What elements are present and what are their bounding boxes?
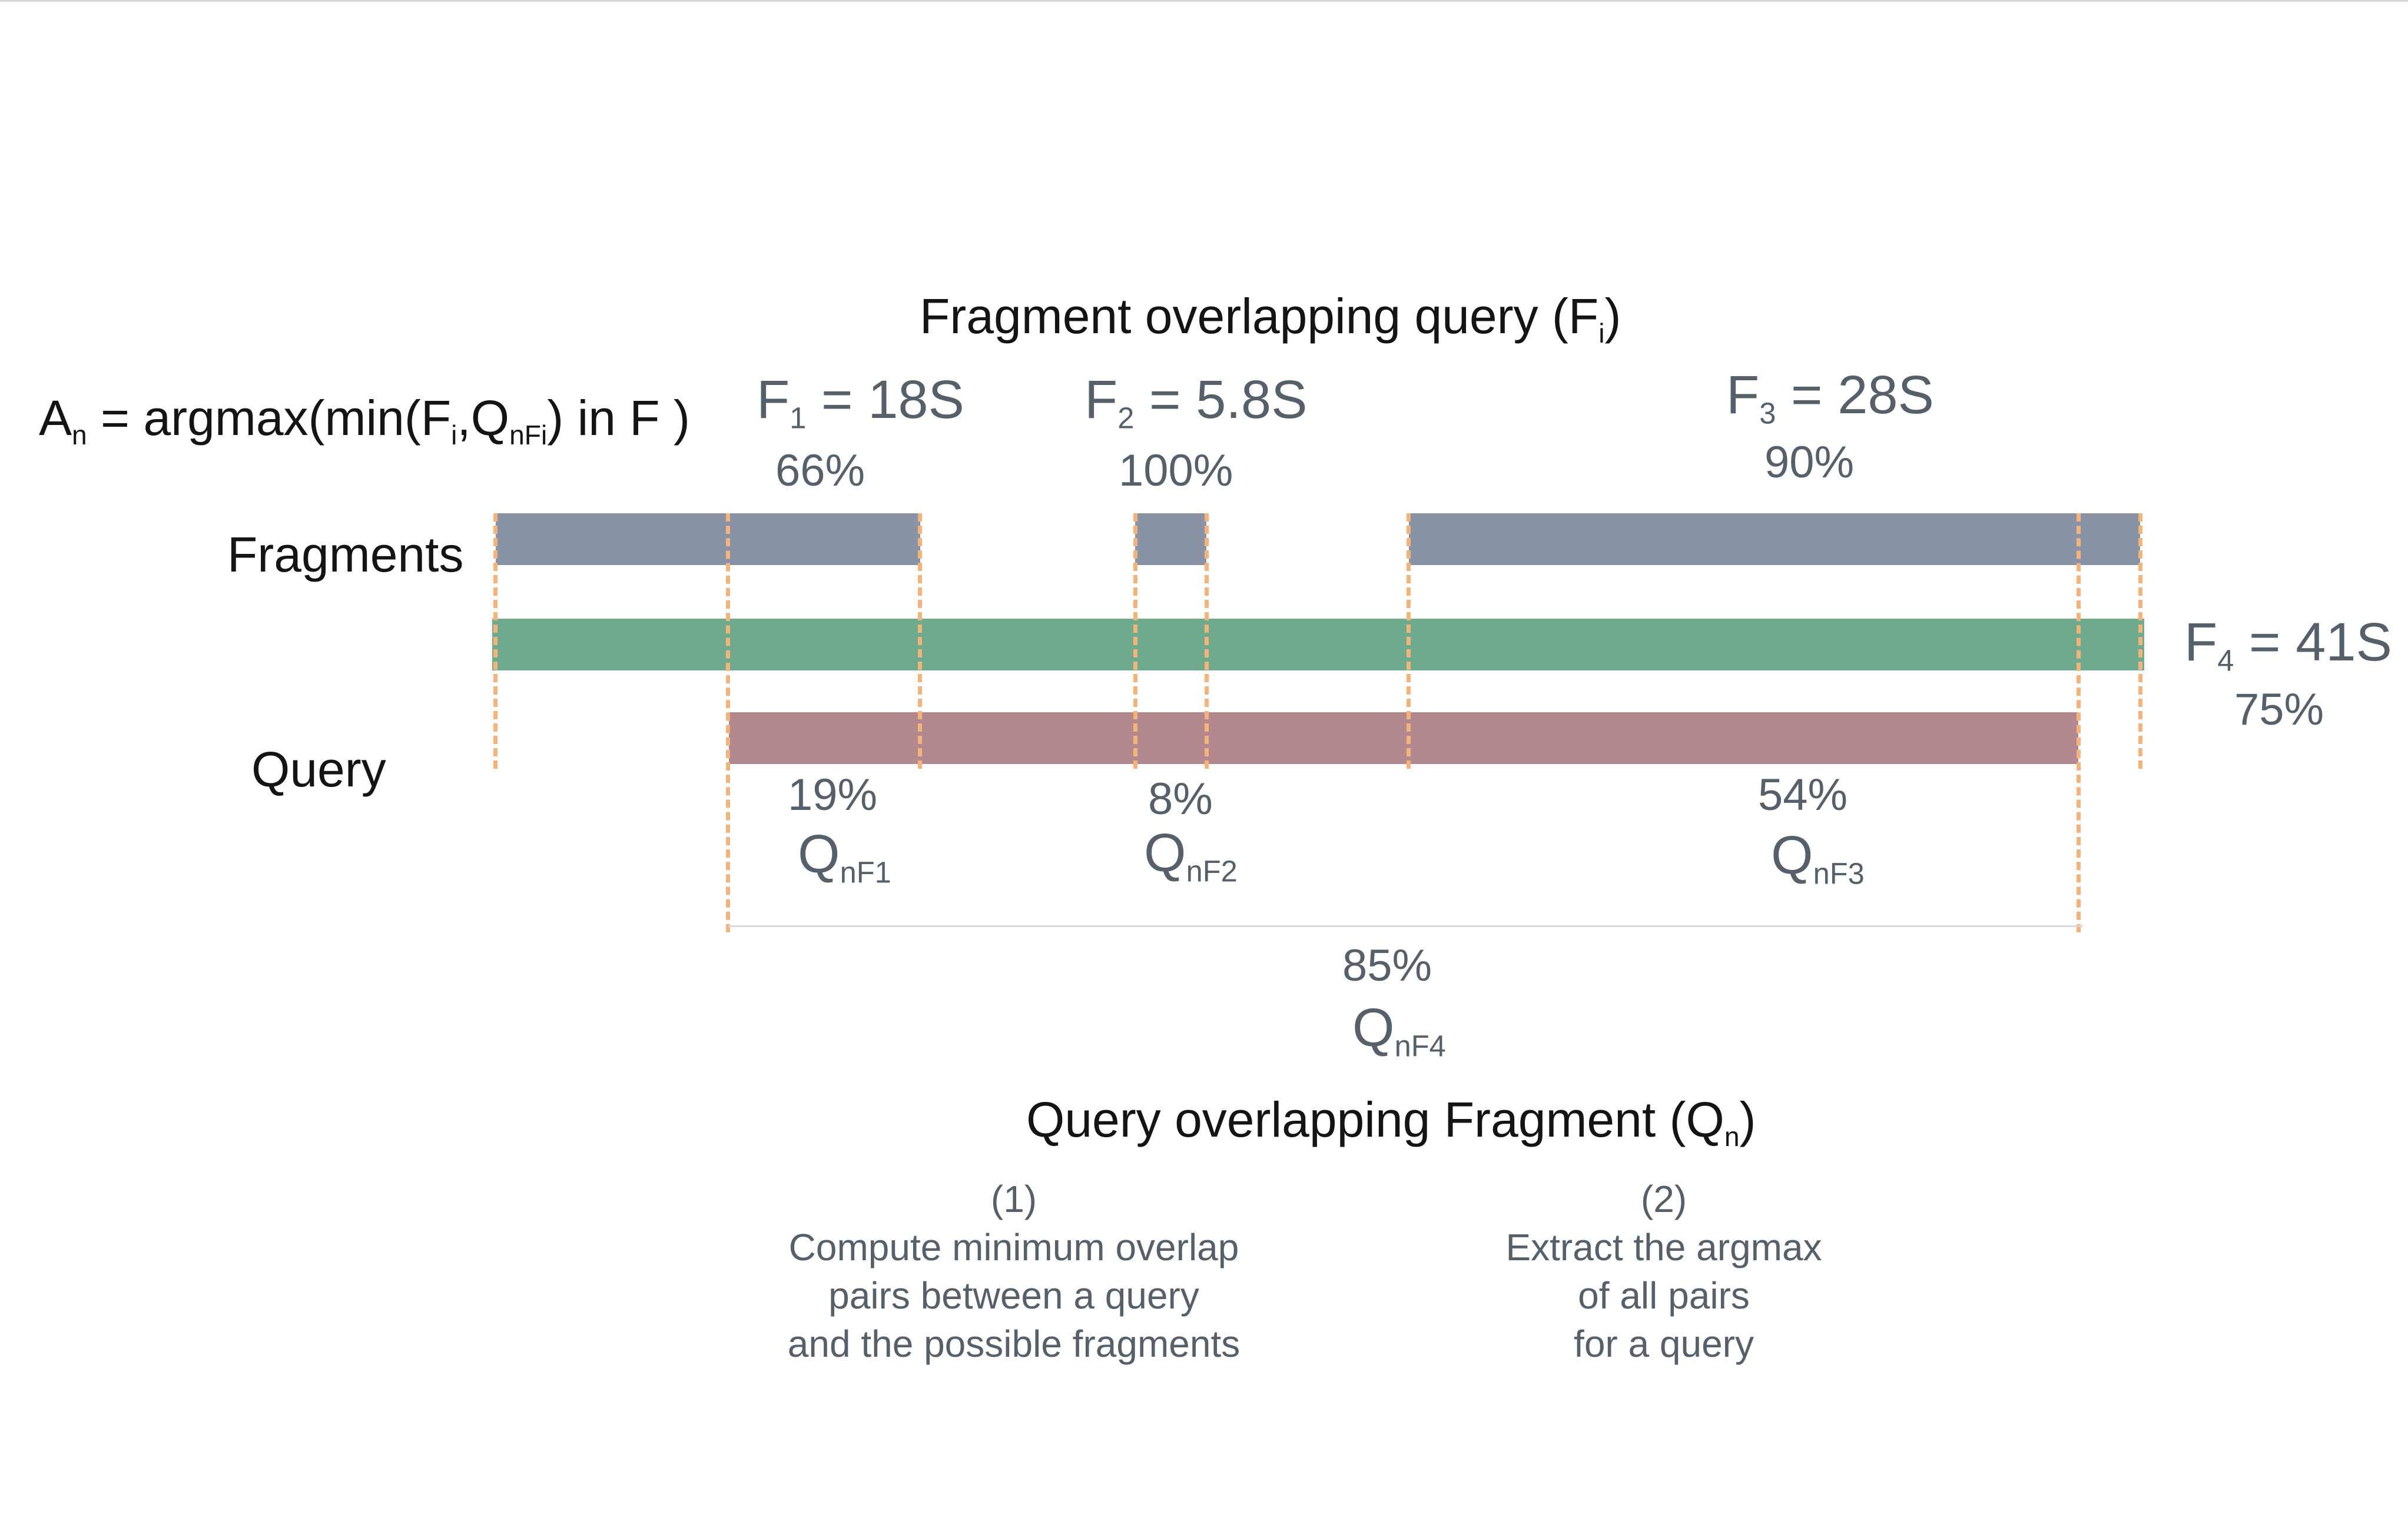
f4-value: = 41S	[2234, 612, 2392, 672]
qnf3-subscript: nF3	[1813, 856, 1865, 891]
f2-subscript: 2	[1117, 401, 1135, 435]
qnf4-name: Q	[1352, 998, 1395, 1058]
step-1-line-1: Compute minimum overlap	[788, 1226, 1239, 1268]
step-1-line-2: pairs between a query	[828, 1274, 1199, 1317]
f3-value: = 28S	[1776, 365, 1934, 425]
fragment-bar-f4	[492, 619, 2144, 670]
f2-value: = 5.8S	[1134, 370, 1308, 430]
qnf4-subscript: nF4	[1394, 1029, 1446, 1063]
guide-line-f1-end	[918, 513, 922, 769]
guide-line-query-start	[726, 513, 730, 932]
step-2-number: (2)	[1640, 1178, 1687, 1220]
f4-subscript: 4	[2217, 643, 2234, 678]
fragment-bar-f3	[1409, 513, 2140, 565]
query-bar	[729, 712, 2078, 764]
qnf3-name: Q	[1771, 825, 1813, 885]
bottom-title-close: )	[1739, 1092, 1756, 1147]
f3-name: F	[1726, 365, 1760, 425]
diagram-title-text: Fragment overlapping query (F	[920, 288, 1599, 344]
bottom-title-text: Query overlapping Fragment (Q	[1026, 1092, 1724, 1147]
step-2-line-3: for a query	[1574, 1323, 1754, 1365]
query-label-f4: QnF4	[1352, 1001, 1446, 1061]
qnf1-subscript: nF1	[840, 855, 891, 889]
fragment-percent-f2: 100%	[1119, 446, 1233, 496]
formula-part1: = argmax(min(F	[87, 390, 452, 446]
f1-subscript: 1	[790, 401, 807, 435]
query-label-f1: QnF1	[798, 827, 891, 888]
fragment-label-f4: F4 = 41S	[2184, 615, 2392, 676]
fragment-bar-f2	[1135, 513, 1206, 565]
diagram-title-close: )	[1604, 288, 1621, 344]
f1-name: F	[757, 370, 790, 430]
qnf2-subscript: nF2	[1186, 854, 1238, 888]
guide-line-f3-end	[2138, 513, 2142, 769]
formula-part3: ) in F )	[547, 390, 690, 446]
fragment-label-f1: F1 = 18S	[757, 373, 964, 433]
diagram-title-subscript: i	[1598, 318, 1605, 349]
formula-i-subscript: i	[451, 420, 457, 451]
qnf2-name: Q	[1144, 823, 1186, 883]
f2-name: F	[1084, 370, 1118, 430]
guide-line-f2-start	[1133, 513, 1137, 769]
formula-a-subscript: n	[72, 420, 87, 451]
query-label-f3: QnF3	[1771, 828, 1865, 889]
bottom-title: Query overlapping Fragment (Qn)	[1026, 1095, 1756, 1150]
qnf1-name: Q	[798, 824, 840, 884]
query-row-label: Query	[251, 742, 386, 797]
step-1-line-3: and the possible fragments	[787, 1323, 1241, 1365]
guide-line-f3-start	[1407, 513, 1411, 769]
guide-line-f2-end	[1205, 513, 1209, 769]
query-percent-f2: 8%	[1148, 774, 1213, 824]
top-border	[0, 0, 2408, 2]
query-percent-f3: 54%	[1758, 770, 1848, 820]
fragment-percent-f4: 75%	[2234, 685, 2324, 735]
fragment-label-f3: F3 = 28S	[1726, 368, 1934, 429]
formula-part2: ,Q	[457, 390, 510, 446]
bottom-title-subscript: n	[1724, 1121, 1740, 1153]
formula-q-subscript: nFi	[509, 420, 548, 451]
f3-subscript: 3	[1759, 396, 1776, 430]
diagram-title: Fragment overlapping query (Fi)	[920, 291, 1621, 347]
f4-name: F	[2184, 612, 2218, 672]
guide-line-query-end	[2077, 513, 2081, 932]
fragment-percent-f3: 90%	[1764, 437, 1855, 487]
argmax-formula: An = argmax(min(Fi,QnFi) in F )	[39, 393, 690, 449]
step-2: (2) Extract the argmax of all pairs for …	[1428, 1175, 1899, 1368]
query-percent-f1: 19%	[788, 770, 878, 820]
step-2-line-2: of all pairs	[1578, 1274, 1750, 1317]
query-bracket-line	[728, 925, 2082, 927]
fragment-bar-f1	[496, 513, 920, 565]
fragment-percent-f1: 66%	[775, 446, 865, 496]
step-1: (1) Compute minimum overlap pairs betwee…	[719, 1175, 1308, 1368]
guide-line-f4-start	[493, 513, 497, 769]
fragment-label-f2: F2 = 5.8S	[1084, 373, 1307, 433]
query-percent-f4: 85%	[1342, 941, 1432, 991]
step-1-number: (1)	[990, 1178, 1037, 1220]
query-label-f2: QnF2	[1144, 826, 1238, 886]
formula-a: A	[39, 390, 72, 446]
fragments-row-label: Fragments	[227, 527, 464, 582]
f1-value: = 18S	[806, 370, 964, 430]
step-2-line-1: Extract the argmax	[1505, 1226, 1822, 1268]
